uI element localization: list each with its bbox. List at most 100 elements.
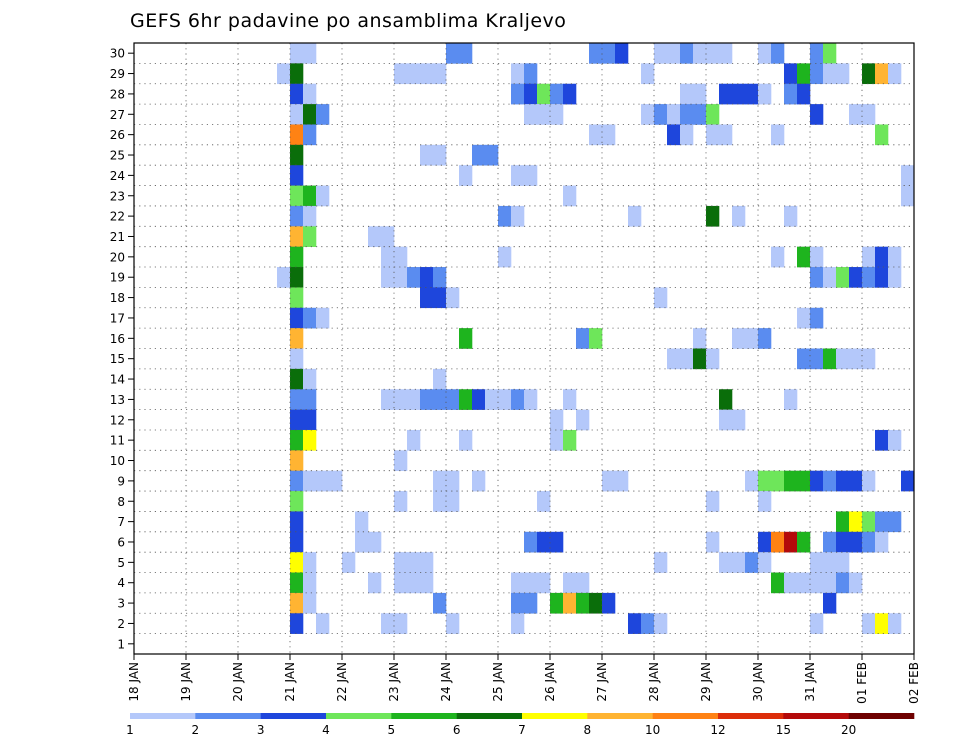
heatmap-cell xyxy=(719,43,733,64)
heatmap-cell xyxy=(810,348,824,370)
heatmap-cell xyxy=(420,552,434,573)
heatmap-cell xyxy=(745,83,759,105)
heatmap-cell xyxy=(836,511,850,533)
heatmap-cell xyxy=(849,470,863,492)
heatmap-cell xyxy=(459,328,473,349)
heatmap-cell xyxy=(394,246,408,268)
heatmap-cell xyxy=(433,144,447,166)
colorbar-label: 2 xyxy=(192,723,200,737)
heatmap-cell xyxy=(862,63,876,85)
heatmap-cell xyxy=(290,328,304,349)
heatmap-cell xyxy=(862,470,876,492)
heatmap-cell xyxy=(771,124,785,146)
heatmap-cell xyxy=(810,572,824,594)
heatmap-cell xyxy=(758,552,772,573)
heatmap-cell xyxy=(758,470,772,492)
heatmap-cell xyxy=(511,165,525,186)
y-tick-label: 10 xyxy=(110,454,125,468)
heatmap-cell xyxy=(446,287,460,309)
y-tick-label: 21 xyxy=(110,230,125,244)
heatmap-cell xyxy=(706,104,720,125)
x-tick-label: 18 JAN xyxy=(127,662,141,702)
heatmap-cell xyxy=(316,613,330,634)
y-tick-label: 12 xyxy=(110,413,125,427)
heatmap-cell xyxy=(433,63,447,85)
y-tick-label: 2 xyxy=(117,617,125,631)
heatmap-cell xyxy=(550,104,564,125)
heatmap-cell xyxy=(719,552,733,573)
heatmap-cell xyxy=(433,491,447,512)
y-tick-label: 23 xyxy=(110,189,125,203)
heatmap-cell xyxy=(524,104,538,125)
colorbar-label: 3 xyxy=(257,723,265,737)
heatmap-cell xyxy=(537,491,551,512)
heatmap-cell xyxy=(810,307,824,329)
heatmap-cell xyxy=(576,592,590,614)
colorbar-label: 6 xyxy=(453,723,461,737)
x-tick-label: 19 JAN xyxy=(179,662,193,702)
chart-title: GEFS 6hr padavine po ansamblima Kraljevo xyxy=(130,10,566,32)
heatmap-cell xyxy=(849,531,863,553)
heatmap-cell xyxy=(719,409,733,431)
x-tick-label: 23 JAN xyxy=(387,662,401,702)
y-tick-label: 8 xyxy=(117,495,125,509)
heatmap-cell xyxy=(667,348,681,370)
x-tick-label: 01 FEB xyxy=(855,662,869,704)
heatmap-cell xyxy=(537,572,551,594)
heatmap-cell xyxy=(329,470,343,492)
heatmap-cell xyxy=(290,63,304,85)
heatmap-cell xyxy=(719,389,733,410)
heatmap-cell xyxy=(381,267,395,288)
heatmap-cell xyxy=(394,389,408,410)
heatmap-cell xyxy=(654,287,668,309)
y-tick-label: 5 xyxy=(117,556,125,570)
heatmap-cell xyxy=(290,307,304,329)
heatmap-cell xyxy=(511,205,525,227)
heatmap-cell xyxy=(498,246,512,268)
heatmap-cell xyxy=(875,124,889,146)
heatmap-cell xyxy=(823,348,837,370)
heatmap-cell xyxy=(290,368,304,390)
heatmap-cell xyxy=(836,552,850,573)
x-tick-label: 31 JAN xyxy=(803,662,817,702)
heatmap-cell xyxy=(394,572,408,594)
heatmap-cell xyxy=(394,267,408,288)
heatmap-cell xyxy=(498,205,512,227)
heatmap-cell xyxy=(706,43,720,64)
heatmap-cell xyxy=(901,165,915,186)
heatmap-cell xyxy=(407,389,421,410)
heatmap-cell xyxy=(732,205,746,227)
heatmap-cell xyxy=(290,348,304,370)
heatmap-cell xyxy=(862,511,876,533)
colorbar: 1 2 3 4 5 6 7 8 10 12 15 20 xyxy=(126,713,915,737)
heatmap-cell xyxy=(394,552,408,573)
heatmap-cell xyxy=(472,389,486,410)
heatmap-cell xyxy=(303,368,317,390)
colorbar-swatch xyxy=(130,713,196,719)
heatmap-cell xyxy=(290,267,304,288)
heatmap-cell xyxy=(420,572,434,594)
y-tick-label: 20 xyxy=(110,250,125,264)
heatmap-cell xyxy=(303,104,317,125)
heatmap-cell xyxy=(758,531,772,553)
heatmap-cell xyxy=(290,389,304,410)
heatmap-cell xyxy=(823,572,837,594)
heatmap-cell xyxy=(784,572,798,594)
heatmap-cell xyxy=(706,348,720,370)
heatmap-cell xyxy=(290,287,304,309)
heatmap-cell xyxy=(524,531,538,553)
heatmap-cell xyxy=(511,572,525,594)
colorbar-swatch xyxy=(652,713,719,719)
heatmap-cell xyxy=(888,613,902,634)
heatmap-cell xyxy=(290,491,304,512)
heatmap-cell xyxy=(797,531,811,553)
heatmap-cell xyxy=(277,267,291,288)
x-tick-label: 27 JAN xyxy=(595,662,609,702)
y-tick-label: 24 xyxy=(110,169,125,183)
x-axis-ticks: 18 JAN 19 JAN 20 JAN 21 JAN 22 JAN 23 JAN 24 J… xyxy=(127,654,921,704)
heatmap-cell xyxy=(290,43,304,64)
heatmap-cell xyxy=(667,104,681,125)
grid-lines xyxy=(134,43,914,654)
heatmap-cell xyxy=(875,267,889,288)
x-tick-label: 24 JAN xyxy=(439,662,453,702)
